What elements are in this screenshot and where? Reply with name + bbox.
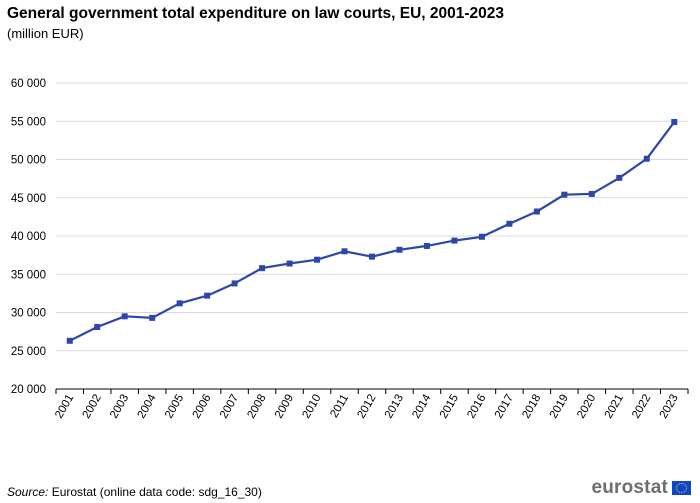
- x-tick-label: 2005: [163, 393, 186, 421]
- x-tick-label: 2011: [328, 393, 351, 420]
- x-tick-label: 2008: [245, 393, 268, 421]
- data-point: [506, 220, 513, 227]
- y-tick-label: 50 000: [11, 155, 46, 167]
- data-point: [231, 280, 238, 287]
- eurostat-logo: eurostat: [591, 477, 691, 499]
- data-point: [176, 300, 183, 307]
- data-point: [423, 242, 430, 249]
- data-point: [396, 246, 403, 253]
- x-tick-label: 2003: [108, 393, 131, 421]
- data-point: [588, 190, 595, 197]
- y-tick-label: 40 000: [11, 231, 46, 243]
- y-tick-label: 45 000: [11, 193, 46, 205]
- x-tick-label: 2014: [410, 392, 433, 421]
- data-point: [533, 208, 540, 215]
- data-point: [121, 313, 128, 320]
- x-tick-label: 2021: [603, 393, 626, 421]
- x-tick-label: 2019: [548, 393, 571, 421]
- x-tick-label: 2020: [575, 393, 598, 421]
- x-tick-label: 2012: [355, 393, 378, 421]
- data-point: [451, 237, 458, 244]
- x-tick-label: 2018: [520, 393, 543, 421]
- data-point: [478, 233, 485, 240]
- x-tick-label: 2004: [136, 392, 159, 421]
- chart-title: General government total expenditure on …: [7, 5, 505, 22]
- x-tick-label: 2002: [81, 393, 104, 421]
- data-point: [259, 265, 266, 272]
- data-point: [94, 324, 101, 331]
- source-text: Eurostat (online data code: sdg_16_30): [51, 485, 262, 499]
- x-tick-label: 2016: [465, 393, 488, 421]
- data-point: [66, 337, 73, 344]
- data-point: [314, 256, 321, 263]
- x-tick-label: 2010: [300, 393, 323, 421]
- line-chart: 20 000 25 000 30 000 35 000 40 000 45 000 50 0…: [11, 78, 689, 421]
- y-tick-label: 30 000: [11, 308, 46, 320]
- series-line: [69, 121, 676, 342]
- x-tick-label: 2007: [218, 393, 241, 421]
- y-tick-label: 25 000: [11, 346, 46, 358]
- data-point: [204, 292, 211, 299]
- data-point: [341, 248, 348, 255]
- data-point: [671, 119, 678, 126]
- y-tick-label: 60 000: [11, 78, 46, 90]
- chart-subtitle: (million EUR): [7, 26, 84, 41]
- data-point: [286, 260, 293, 267]
- x-tick-label: 2022: [630, 393, 653, 421]
- eurostat-logo-text: eurostat: [591, 477, 668, 498]
- x-tick-label: 2013: [383, 393, 406, 421]
- data-point: [561, 191, 568, 198]
- x-tick-label: 2006: [191, 393, 214, 421]
- eu-flag-icon: [672, 481, 691, 495]
- source-note: Source: Eurostat (online data code: sdg_…: [7, 485, 262, 499]
- x-tick-label: 2023: [658, 393, 681, 421]
- data-point: [616, 174, 623, 181]
- y-tick-label: 55 000: [11, 116, 46, 128]
- x-tick-label: 2017: [493, 393, 516, 421]
- data-point: [369, 253, 375, 260]
- data-point: [643, 155, 650, 162]
- x-tick-label: 2001: [53, 393, 76, 421]
- y-tick-label: 20 000: [11, 384, 46, 396]
- data-point: [149, 314, 156, 321]
- x-tick-label: 2009: [273, 393, 296, 421]
- x-tick-label: 2015: [438, 393, 461, 421]
- y-tick-label: 35 000: [11, 269, 46, 281]
- source-label: Source:: [7, 485, 49, 499]
